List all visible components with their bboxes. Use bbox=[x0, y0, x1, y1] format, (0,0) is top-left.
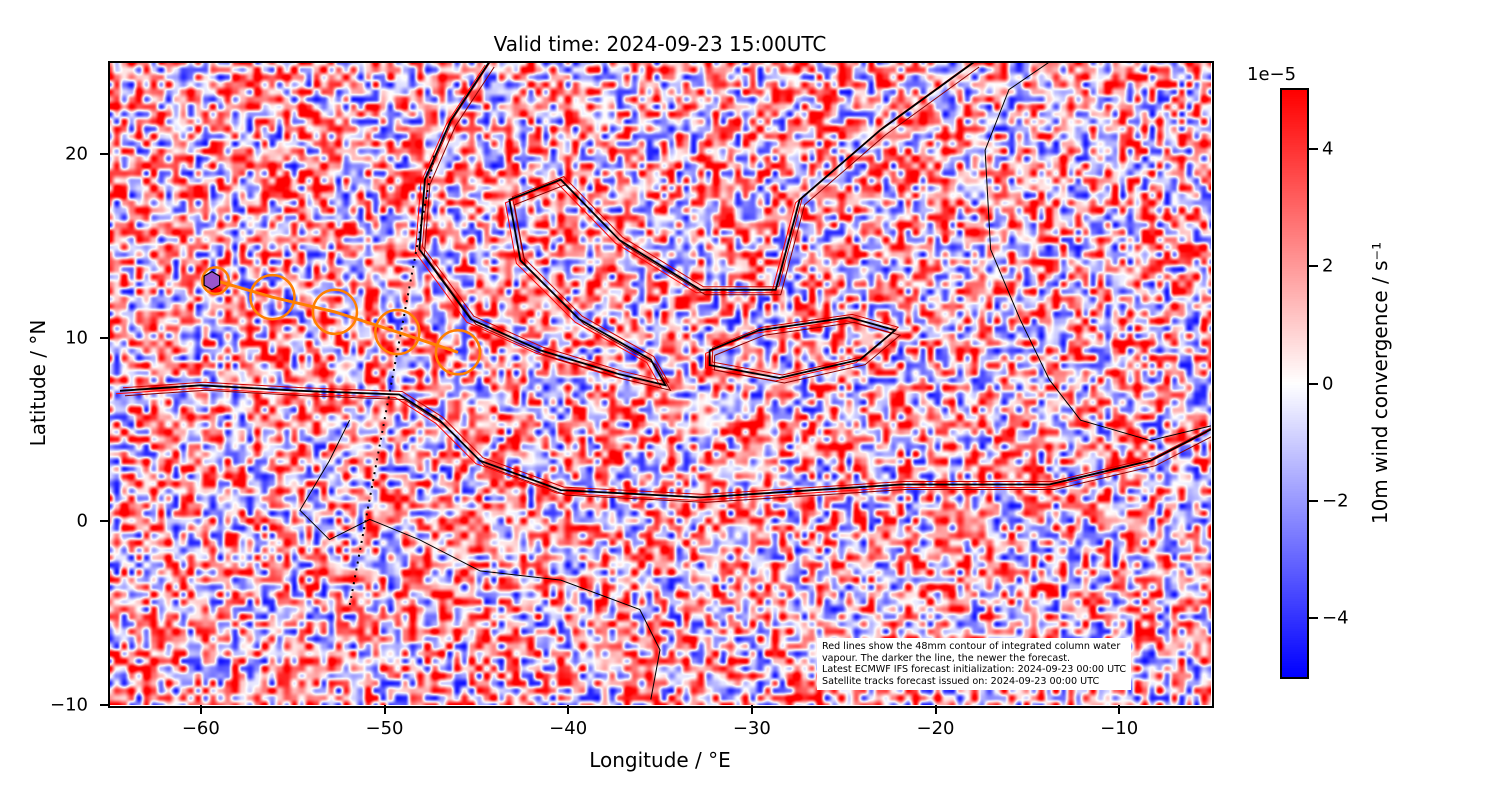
x-tick-label: −30 bbox=[732, 718, 771, 739]
iwv-contour-latest bbox=[708, 316, 897, 379]
x-tick-mark bbox=[750, 705, 753, 714]
iwv-contour-older bbox=[423, 66, 980, 392]
y-tick-label: 20 bbox=[65, 143, 88, 165]
x-tick-mark bbox=[199, 705, 202, 714]
x-tick-label: −60 bbox=[181, 718, 220, 739]
colorbar-tick-mark bbox=[1309, 382, 1318, 385]
iwv-contour-older bbox=[122, 381, 1211, 495]
y-tick-mark bbox=[100, 520, 109, 523]
colorbar-tick-mark bbox=[1309, 499, 1318, 502]
y-tick-mark bbox=[100, 336, 109, 339]
iwv-contour-older bbox=[714, 321, 902, 384]
x-tick-mark bbox=[383, 705, 386, 714]
y-tick-label: 10 bbox=[65, 327, 88, 349]
y-tick-mark bbox=[100, 704, 109, 706]
satellite-footprint bbox=[311, 288, 359, 336]
note-line: Satellite tracks forecast issued on: 202… bbox=[822, 675, 1100, 687]
satellite-footprint bbox=[201, 266, 231, 296]
iwv-contour-older bbox=[421, 62, 974, 384]
x-tick-label: −10 bbox=[1100, 718, 1139, 739]
map-plot-area: Red lines show the 48mm contour of integ… bbox=[109, 62, 1211, 705]
x-axis-label: Longitude / °E bbox=[589, 748, 731, 772]
hexagon-marker bbox=[203, 270, 221, 291]
colorbar-tick-label: −2 bbox=[1322, 490, 1349, 512]
y-tick-label: 0 bbox=[76, 510, 88, 532]
iwv-contour-older bbox=[414, 64, 971, 390]
iwv-contour-older bbox=[705, 319, 893, 382]
x-tick-label: −50 bbox=[365, 718, 404, 739]
coastline bbox=[299, 419, 661, 700]
colorbar-exponent: 1e−5 bbox=[1247, 64, 1297, 85]
colorbar-tick-mark bbox=[1309, 147, 1318, 150]
y-axis-label: Latitude / °N bbox=[26, 319, 50, 447]
plot-title: Valid time: 2024-09-23 15:00UTC bbox=[493, 32, 827, 56]
x-tick-label: −20 bbox=[916, 718, 955, 739]
satellite-footprint bbox=[374, 308, 421, 356]
note-line: Red lines show the 48mm contour of integ… bbox=[822, 641, 1121, 652]
x-tick-mark bbox=[1118, 705, 1121, 714]
colorbar-tick-label: 4 bbox=[1322, 138, 1334, 160]
x-tick-label: −40 bbox=[549, 718, 588, 739]
colorbar-tick-label: 0 bbox=[1322, 373, 1334, 394]
iwv-contour-older bbox=[115, 387, 1208, 501]
colorbar bbox=[1280, 88, 1309, 679]
x-tick-mark bbox=[934, 705, 937, 714]
iwv-contour-latest bbox=[119, 384, 1211, 499]
satellite-footprint bbox=[434, 328, 482, 376]
colorbar-tick-mark bbox=[1309, 617, 1318, 620]
iwv-contour-latest bbox=[418, 62, 975, 387]
y-tick-label: −10 bbox=[50, 694, 88, 716]
colorbar-tick-mark bbox=[1309, 265, 1318, 268]
coastline bbox=[984, 62, 1211, 442]
colorbar-tick-label: −4 bbox=[1322, 607, 1349, 629]
colorbar-tick-label: 2 bbox=[1322, 255, 1334, 277]
x-tick-mark bbox=[567, 705, 570, 714]
iwv-contour-older bbox=[124, 389, 1211, 503]
colorbar-label: 10m wind convergence / s⁻¹ bbox=[1368, 241, 1392, 525]
note-line: Latest ECMWF IFS forecast initialization… bbox=[822, 664, 1127, 675]
note-line: vapour. The darker the line, the newer t… bbox=[822, 652, 1071, 664]
annotation-box: Red lines show the 48mm contour of integ… bbox=[817, 638, 1132, 690]
y-tick-mark bbox=[100, 152, 109, 155]
satellite-footprint bbox=[249, 273, 296, 321]
map-overlay bbox=[115, 62, 1211, 700]
